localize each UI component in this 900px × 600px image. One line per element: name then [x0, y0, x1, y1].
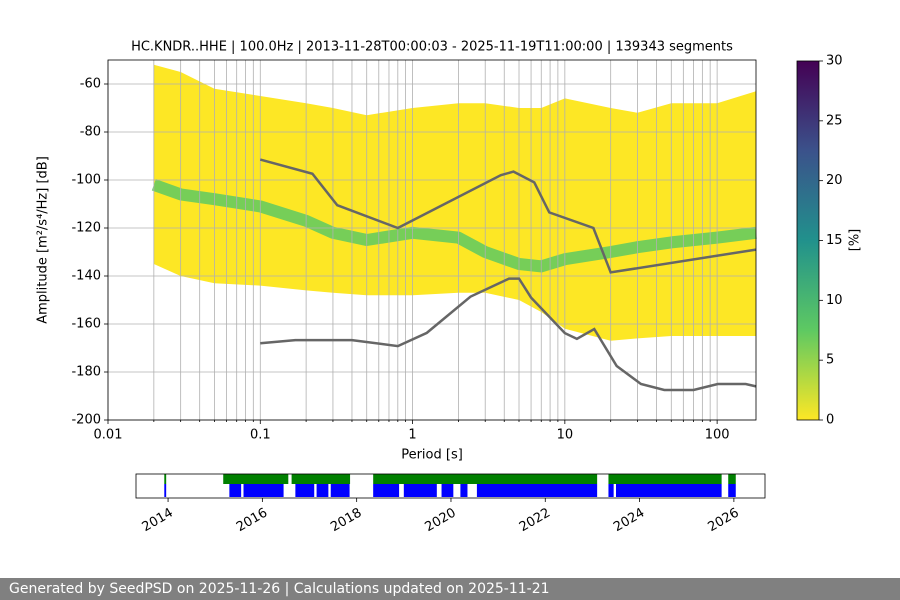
coverage-upper — [728, 474, 736, 484]
coverage-lower — [330, 484, 350, 497]
x-tick-label: 0.01 — [94, 428, 123, 443]
coverage-lower — [460, 484, 468, 497]
colorbar-tick-label: 5 — [826, 353, 834, 368]
x-tick-label: 2022 — [517, 506, 553, 536]
x-tick-label: 2020 — [423, 506, 459, 536]
page: {"chart_data": [ {"type": "ppsd", "title… — [0, 39, 900, 600]
coverage-upper — [608, 474, 722, 484]
footer: Generated by SeedPSD on 2025-11-26 | Cal… — [0, 578, 900, 600]
x-tick-label: 10 — [557, 428, 574, 443]
x-tick-label: 2014 — [140, 506, 176, 536]
colorbar-tick-label: 30 — [826, 54, 843, 69]
chart-title: HC.KNDR..HHE | 100.0Hz | 2013-11-28T00:0… — [131, 40, 733, 55]
x-tick-label: 2016 — [234, 506, 270, 536]
density-area — [153, 64, 756, 341]
x-tick-label: 0.1 — [250, 428, 271, 443]
noise-model — [259, 158, 757, 274]
x-tick-label: 2026 — [705, 506, 741, 536]
timeline-frame — [135, 473, 766, 499]
y-tick-label: -100 — [71, 173, 101, 188]
plot-frame — [107, 59, 757, 421]
y-tick-label: -140 — [71, 269, 101, 284]
coverage-lower — [616, 484, 722, 497]
coverage-upper — [223, 474, 289, 484]
coverage-lower — [728, 484, 736, 497]
y-tick-label: -160 — [71, 317, 101, 332]
coverage-upper — [291, 474, 351, 484]
coverage-upper — [373, 474, 598, 484]
x-tick-label: 2018 — [328, 506, 364, 536]
chart: HC.KNDR..HHE | 100.0Hz | 2013-11-28T00:0… — [36, 40, 863, 536]
y-tick-label: -60 — [80, 77, 101, 92]
coverage-lower — [403, 484, 437, 497]
colorbar — [796, 60, 820, 421]
mode-band — [151, 179, 757, 273]
coverage-lower — [608, 484, 614, 497]
colorbar-tick-label: 15 — [826, 233, 843, 248]
coverage-lower — [295, 484, 315, 497]
coverage-lower — [373, 484, 400, 497]
x-tick-label: 1 — [408, 428, 416, 443]
coverage-lower — [441, 484, 454, 497]
y-tick-label: -80 — [80, 125, 101, 140]
colorbar-tick-label: 0 — [826, 413, 834, 428]
x-tick-label: 2024 — [611, 506, 647, 536]
coverage-lower — [164, 484, 167, 497]
colorbar-tick-label: 25 — [826, 113, 843, 128]
y-axis-label: Amplitude [m²/s⁴/Hz] [dB] — [36, 156, 51, 324]
coverage-lower — [476, 484, 598, 497]
coverage-lower — [316, 484, 329, 497]
colorbar-tick-label: 10 — [826, 293, 843, 308]
y-tick-label: -120 — [71, 221, 101, 236]
noise-model — [260, 277, 757, 392]
y-tick-label: -200 — [71, 413, 101, 428]
y-tick-label: -180 — [71, 365, 101, 380]
coverage-lower — [243, 484, 284, 497]
x-tick-label: 100 — [705, 428, 730, 443]
coverage-lower — [229, 484, 242, 497]
x-axis-label: Period [s] — [401, 448, 463, 463]
coverage-upper — [164, 474, 167, 484]
colorbar-label: [%] — [848, 229, 863, 252]
colorbar-tick-label: 20 — [826, 173, 843, 188]
